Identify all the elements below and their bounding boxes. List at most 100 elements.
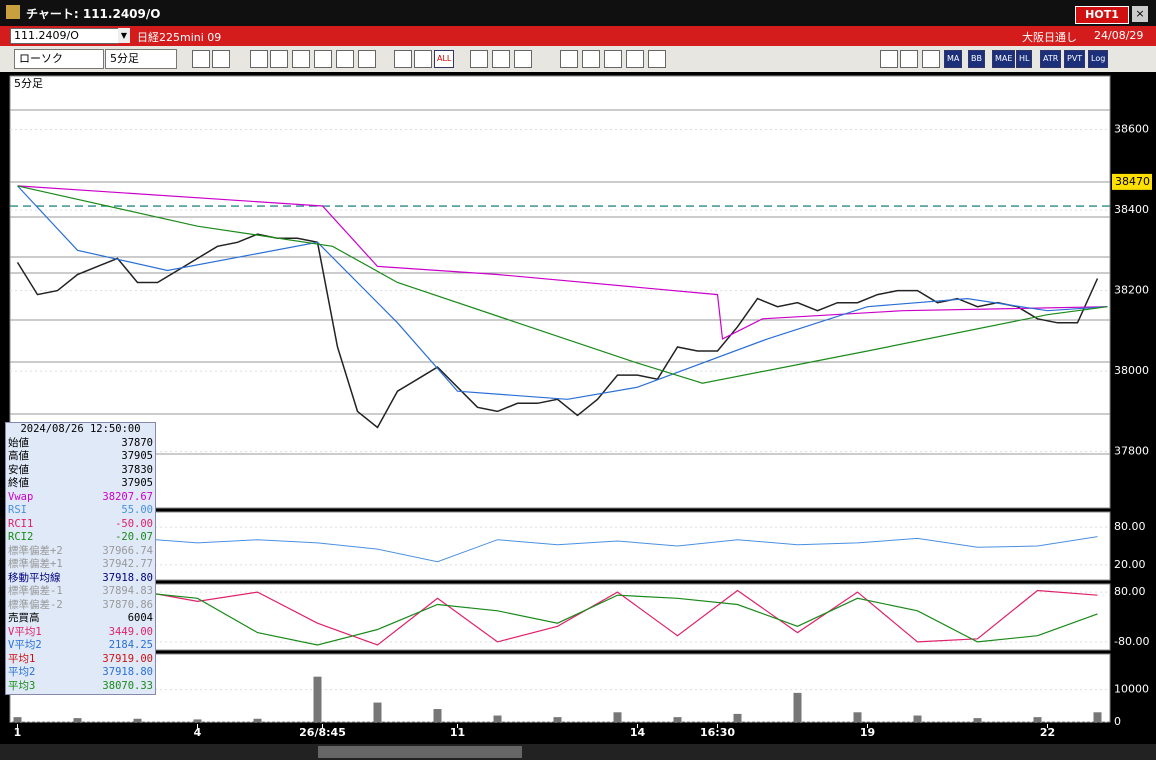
- info-value: 37942.77: [102, 558, 153, 570]
- tool-icon[interactable]: [880, 50, 898, 68]
- info-label: V平均1: [8, 625, 42, 638]
- info-row: 標準偏差-2 37870.86: [6, 599, 155, 613]
- tool-icon[interactable]: [922, 50, 940, 68]
- series-line: [17, 185, 1108, 400]
- market: 大阪日通し: [1022, 31, 1077, 44]
- chart-style-select[interactable]: ローソク: [14, 49, 104, 69]
- series-line: [17, 591, 1098, 646]
- volume-bar: [253, 718, 262, 722]
- x-tick-label: 4: [194, 726, 202, 739]
- info-row: 安値 37830: [6, 464, 155, 478]
- tool-icon[interactable]: [250, 50, 268, 68]
- info-value: 6004: [127, 612, 153, 624]
- info-label: 標準偏差-1: [8, 585, 63, 597]
- panel: [9, 75, 1111, 509]
- x-tick-label: 26/8:45: [299, 726, 346, 739]
- tool-icon[interactable]: [514, 50, 532, 68]
- tool-icon[interactable]: [292, 50, 310, 68]
- tool-icon[interactable]: [582, 50, 600, 68]
- y-tick-label: 0: [1114, 715, 1121, 728]
- info-label: 高値: [8, 450, 29, 462]
- info-value: 37894.83: [102, 585, 153, 597]
- tool-icon[interactable]: [648, 50, 666, 68]
- symbol-input[interactable]: 111.2409/O: [10, 28, 119, 44]
- info-label: 終値: [8, 477, 29, 489]
- volume-bar: [733, 713, 742, 722]
- tool-icon[interactable]: [900, 50, 918, 68]
- volume-bar: [793, 692, 802, 722]
- app-icon: [6, 5, 20, 19]
- indicator-button[interactable]: Log: [1088, 50, 1109, 68]
- volume-bar: [493, 715, 502, 722]
- y-tick-label: 38200: [1114, 284, 1149, 297]
- symbol-bar: 111.2409/O ▼ 日経225mini 09 大阪日通し 24/08/29: [0, 26, 1156, 46]
- info-label: 平均3: [8, 679, 36, 692]
- indicator-button[interactable]: MAE: [992, 50, 1016, 68]
- indicator-button[interactable]: BB: [968, 50, 985, 68]
- x-tick-label: 1: [14, 726, 22, 739]
- tool-icon[interactable]: [560, 50, 578, 68]
- x-tick-label: 16:30: [700, 726, 735, 739]
- panel: [9, 511, 1111, 581]
- all-button[interactable]: ALL: [434, 50, 455, 68]
- info-row: 終値 37905: [6, 477, 155, 491]
- info-value: 37905: [121, 450, 153, 462]
- tool-icon[interactable]: [394, 50, 412, 68]
- y-tick-label: 10000: [1114, 683, 1149, 696]
- tool-icon[interactable]: [336, 50, 354, 68]
- info-label: 安値: [8, 463, 29, 476]
- symbol-name: 日経225mini 09: [137, 31, 222, 44]
- info-label: RCI1: [8, 517, 34, 530]
- indicator-button[interactable]: ATR: [1040, 50, 1062, 68]
- tool-icon[interactable]: [492, 50, 510, 68]
- indicator-button[interactable]: PVT: [1064, 50, 1086, 68]
- tool-icon[interactable]: [314, 50, 332, 68]
- info-value: 37870.86: [102, 598, 153, 611]
- hot-button[interactable]: HOT1: [1075, 6, 1129, 24]
- volume-bar: [553, 717, 562, 722]
- series-line: [17, 185, 1108, 384]
- info-row: 平均2 37918.80: [6, 666, 155, 680]
- volume-bar: [433, 709, 442, 722]
- dropdown[interactable]: ▼: [118, 28, 130, 43]
- tool-icon[interactable]: [414, 50, 432, 68]
- info-value: 37919.00: [102, 652, 153, 665]
- info-label: Vwap: [8, 490, 34, 503]
- indicator-button[interactable]: MA: [944, 50, 963, 68]
- tool-icon[interactable]: [358, 50, 376, 68]
- volume-bar: [913, 715, 922, 722]
- info-label: RSI: [8, 504, 27, 516]
- x-tick-label: 22: [1040, 726, 1055, 739]
- tool-icon[interactable]: [470, 50, 488, 68]
- y-tick-label: 38400: [1114, 203, 1149, 216]
- toolbar: ローソク 5分足 ALL MA BB MAE HL ATR PVT Log: [0, 46, 1156, 73]
- info-value: 37870: [121, 436, 153, 449]
- tool-icon[interactable]: [626, 50, 644, 68]
- panel: [9, 653, 1111, 723]
- info-label: 移動平均線: [8, 571, 61, 584]
- volume-bar: [73, 718, 82, 722]
- volume-bar: [193, 719, 202, 722]
- info-label: 標準偏差+2: [8, 544, 63, 557]
- tool-icon[interactable]: [192, 50, 210, 68]
- info-value: 37918.80: [102, 666, 153, 678]
- volume-bar: [313, 676, 322, 722]
- close-button[interactable]: ×: [1132, 6, 1148, 22]
- info-value: -50.00: [115, 517, 153, 530]
- info-label: 平均2: [8, 666, 36, 678]
- info-row: 始値 37870: [6, 437, 155, 451]
- chart: 37800 38000 38200 38400 38600 5分足 38470 80.00 20…: [0, 72, 1156, 760]
- tool-icon[interactable]: [212, 50, 230, 68]
- interval-select[interactable]: 5分足: [105, 49, 177, 69]
- indicator-button[interactable]: HL: [1016, 50, 1033, 68]
- volume-bar: [1033, 717, 1042, 722]
- info-value: 38207.67: [102, 490, 153, 503]
- info-label: RCI2: [8, 531, 34, 543]
- info-row: 標準偏差-1 37894.83: [6, 585, 155, 599]
- tool-icon[interactable]: [604, 50, 622, 68]
- info-row: RSI 55.00: [6, 504, 155, 518]
- x-tick-label: 14: [630, 726, 646, 739]
- info-row: 標準偏差+2 37966.74: [6, 545, 155, 559]
- tool-icon[interactable]: [270, 50, 288, 68]
- timestamp: 2024/08/26 12:50:00: [20, 423, 141, 435]
